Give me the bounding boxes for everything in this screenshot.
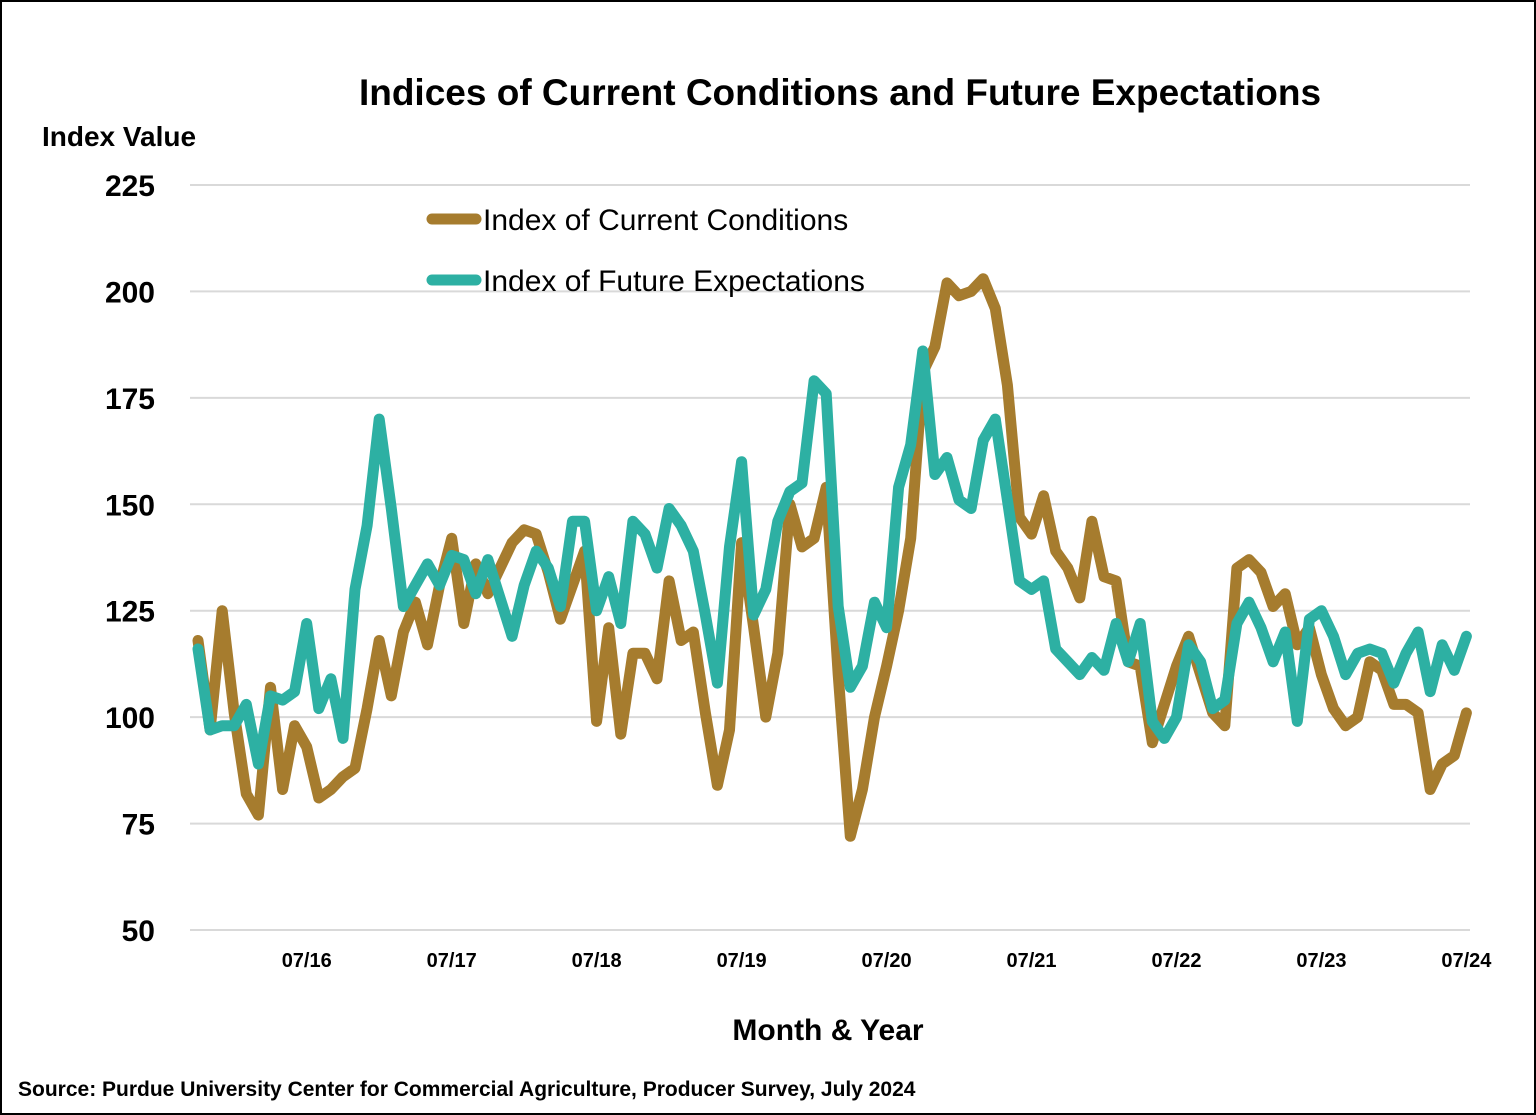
x-tick-label: 07/22 — [1151, 950, 1201, 972]
y-tick-label: 125 — [105, 596, 155, 629]
y-tick-label: 150 — [105, 489, 155, 522]
x-tick-label: 07/24 — [1441, 950, 1492, 972]
y-axis-label: Index Value — [42, 121, 196, 152]
series-line-future-expectations — [192, 345, 1472, 770]
y-tick-label: 100 — [105, 702, 155, 735]
y-tick-label: 50 — [122, 915, 155, 948]
series-points-1 — [197, 350, 1467, 765]
series-lines — [192, 273, 1472, 842]
legend-label-current: Index of Current Conditions — [483, 204, 848, 237]
x-tick-label: 07/18 — [572, 950, 622, 972]
y-tick-labels: 50 75 100 125 150 175 200 225 — [105, 170, 155, 948]
chart-title: Indices of Current Conditions and Future… — [359, 72, 1321, 113]
x-tick-label: 07/21 — [1006, 950, 1056, 972]
source-note: Source: Purdue University Center for Com… — [18, 1078, 916, 1101]
x-tick-labels: 07/16 07/17 07/18 07/19 07/20 07/21 07/22 07/23… — [282, 950, 1493, 972]
legend-label-future: Index of Future Expectations — [483, 265, 865, 298]
x-tick-label: 07/19 — [717, 950, 767, 972]
x-tick-label: 07/23 — [1296, 950, 1346, 972]
x-tick-label: 07/17 — [427, 950, 477, 972]
legend: Index of Current Conditions Index of Fut… — [426, 204, 865, 298]
y-tick-label: 200 — [105, 276, 155, 309]
x-axis-label: Month & Year — [732, 1014, 923, 1047]
x-tick-label: 07/20 — [862, 950, 912, 972]
y-tick-label: 175 — [105, 383, 155, 416]
x-tick-label: 07/16 — [282, 950, 332, 972]
y-tick-label: 75 — [122, 809, 155, 842]
y-tick-label: 225 — [105, 170, 155, 203]
